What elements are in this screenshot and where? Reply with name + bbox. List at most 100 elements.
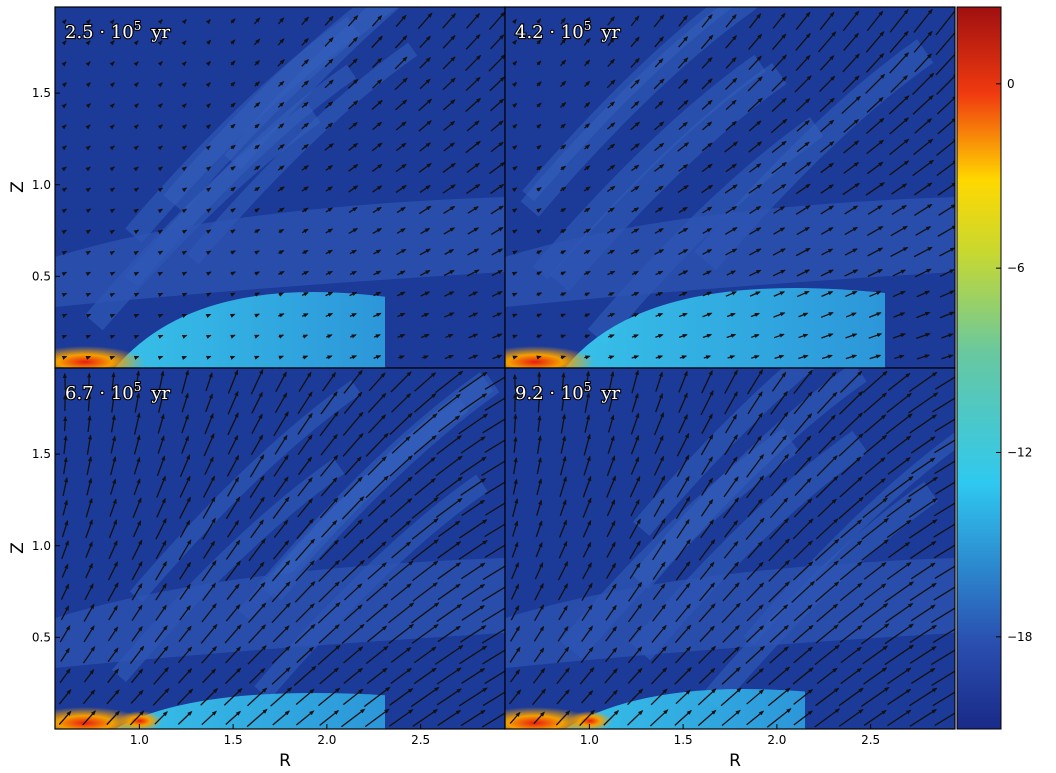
velocity-arrow — [368, 372, 386, 392]
velocity-arrow — [677, 57, 689, 69]
velocity-arrow — [702, 333, 713, 339]
velocity-arrow — [678, 14, 688, 27]
velocity-arrow — [410, 686, 440, 708]
velocity-arrow — [607, 228, 616, 234]
velocity-arrow — [511, 18, 517, 25]
velocity-arrow — [325, 101, 334, 109]
velocity-arrow — [653, 78, 665, 90]
velocity-arrow — [700, 34, 714, 50]
velocity-arrow — [177, 710, 193, 725]
velocity-arrow — [468, 291, 479, 297]
velocity-arrow — [277, 59, 285, 67]
velocity-arrow — [59, 625, 71, 643]
velocity-arrow — [61, 40, 67, 46]
velocity-arrow — [559, 186, 567, 192]
velocity-arrow — [230, 60, 236, 66]
velocity-arrow — [891, 183, 908, 195]
velocity-arrow — [654, 228, 664, 234]
velocity-arrow — [107, 647, 119, 663]
velocity-arrow — [820, 227, 834, 235]
velocity-arrow — [86, 477, 93, 496]
velocity-arrow — [203, 432, 215, 457]
velocity-arrow — [467, 206, 479, 214]
velocity-arrow — [512, 60, 518, 66]
velocity-arrow — [85, 271, 92, 277]
velocity-arrow — [654, 249, 665, 255]
velocity-arrow — [133, 434, 141, 455]
velocity-arrow — [318, 624, 340, 644]
velocity-arrow — [348, 36, 358, 47]
velocity-arrow — [467, 248, 480, 256]
velocity-arrow — [819, 55, 835, 71]
velocity-arrow — [411, 602, 440, 624]
velocity-arrow — [133, 208, 139, 214]
velocity-arrow — [937, 225, 955, 237]
velocity-arrow — [254, 313, 260, 318]
velocity-arrow — [465, 54, 482, 71]
velocity-arrow — [157, 208, 164, 214]
velocity-arrow — [560, 313, 567, 318]
velocity-arrow — [129, 710, 145, 726]
velocity-arrow — [536, 334, 543, 339]
velocity-arrow — [298, 371, 312, 392]
velocity-arrow — [654, 100, 664, 110]
velocity-arrow — [749, 291, 761, 297]
velocity-arrow — [869, 312, 882, 318]
velocity-arrow — [133, 250, 140, 256]
velocity-arrow — [725, 13, 737, 28]
velocity-arrow — [536, 187, 542, 192]
title-unit: yr — [150, 383, 170, 404]
velocity-arrow — [317, 644, 341, 666]
velocity-arrow — [347, 78, 359, 89]
velocity-arrow — [365, 432, 389, 457]
velocity-arrow — [654, 36, 664, 48]
velocity-arrow — [157, 334, 164, 339]
velocity-arrow — [889, 30, 909, 53]
velocity-arrow — [771, 371, 787, 392]
velocity-arrow — [157, 271, 164, 277]
velocity-arrow — [250, 434, 264, 456]
velocity-arrow — [490, 184, 505, 194]
velocity-arrow — [796, 290, 810, 298]
velocity-arrow — [537, 371, 542, 392]
title-mantissa: 9.2 · 10 — [515, 383, 584, 404]
velocity-arrow — [388, 623, 415, 644]
velocity-arrow — [61, 355, 68, 360]
velocity-arrow — [460, 625, 487, 643]
velocity-arrow — [584, 313, 591, 318]
velocity-arrow — [795, 183, 811, 195]
velocity-arrow — [941, 333, 954, 339]
velocity-arrow — [916, 311, 931, 319]
velocity-arrow — [278, 229, 285, 234]
velocity-arrow — [254, 334, 260, 339]
velocity-arrow — [251, 391, 263, 414]
velocity-arrow — [821, 354, 833, 360]
velocity-arrow — [892, 290, 906, 298]
velocity-arrow — [771, 54, 787, 72]
velocity-arrow — [224, 667, 242, 685]
velocity-arrow — [319, 667, 340, 685]
velocity-arrow — [277, 207, 285, 213]
velocity-arrow — [348, 100, 359, 110]
velocity-arrow — [390, 371, 412, 393]
velocity-arrow — [725, 99, 737, 111]
velocity-arrow — [584, 101, 591, 108]
velocity-arrow — [277, 186, 285, 192]
velocity-arrow — [631, 270, 639, 276]
velocity-arrow — [820, 119, 835, 133]
velocity-arrow — [492, 354, 503, 360]
velocity-arrow — [318, 581, 340, 603]
velocity-arrow — [481, 586, 505, 602]
velocity-arrow — [273, 454, 289, 477]
velocity-arrow — [631, 291, 640, 297]
velocity-arrow — [272, 710, 291, 726]
velocity-arrow — [204, 456, 214, 475]
velocity-arrow — [724, 77, 738, 91]
velocity-arrow — [253, 17, 261, 25]
velocity-arrow — [418, 205, 432, 215]
velocity-arrow — [413, 667, 437, 685]
velocity-arrow — [133, 61, 139, 67]
velocity-arrow — [302, 249, 309, 255]
velocity-arrow — [678, 36, 689, 48]
x-axis-label: R — [279, 751, 291, 771]
